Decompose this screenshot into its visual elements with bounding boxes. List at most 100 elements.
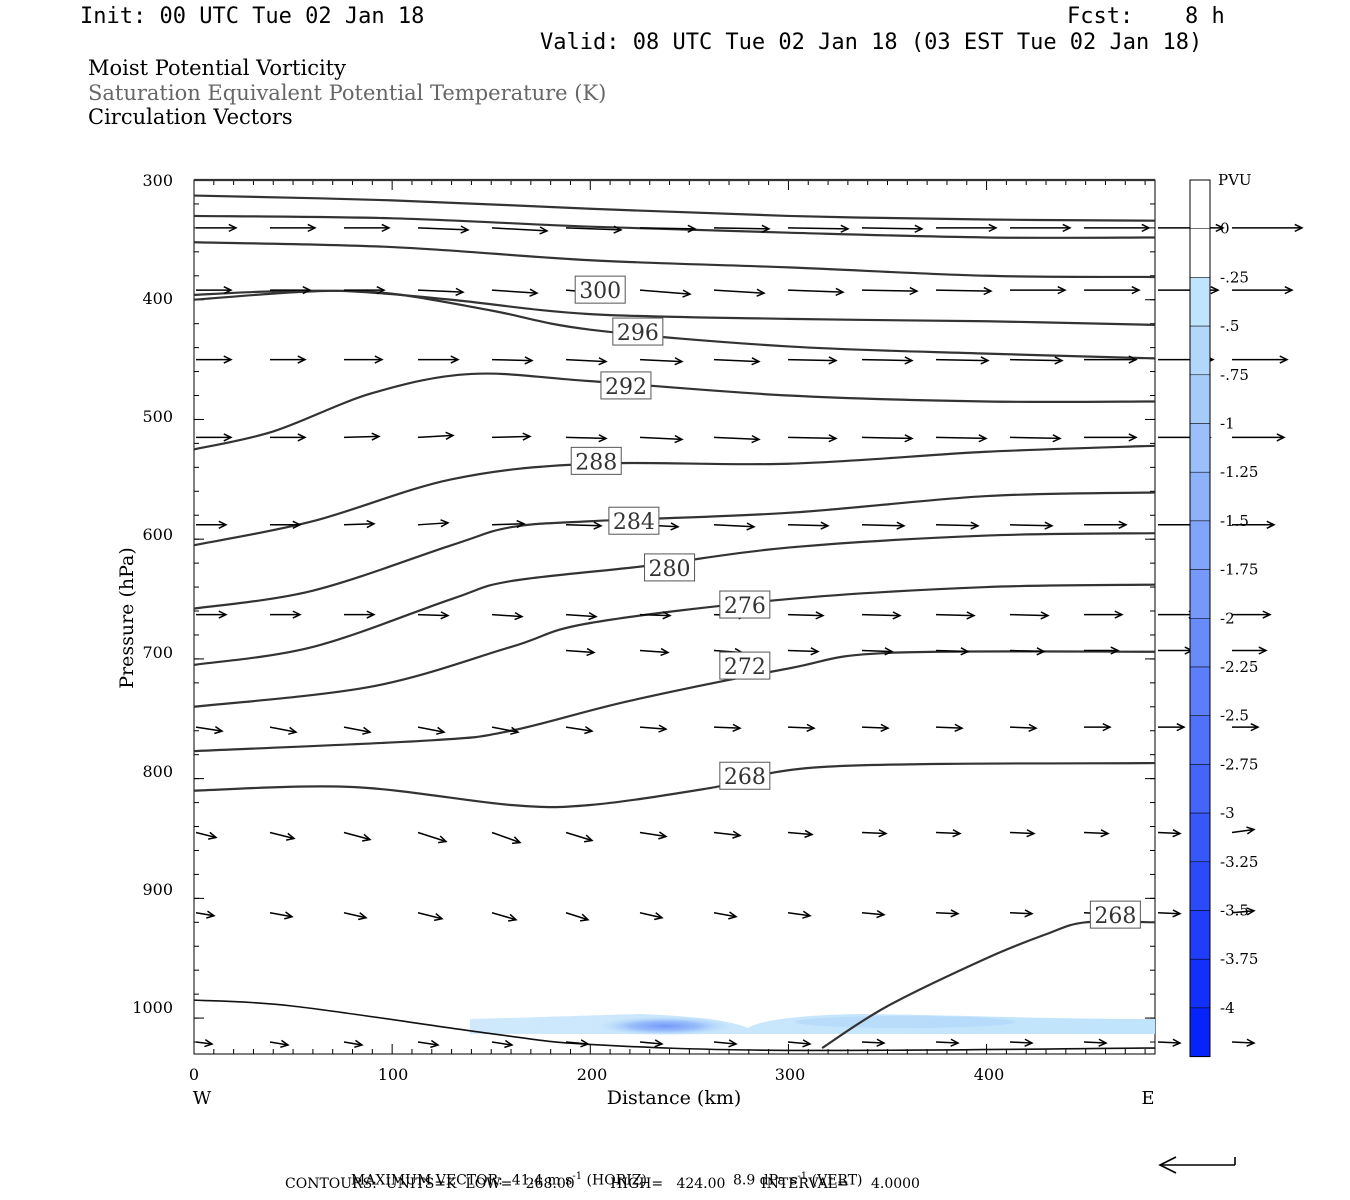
vector-head (284, 911, 294, 920)
vector-head (960, 647, 970, 656)
vector-head (223, 285, 233, 295)
contour-label-box (612, 317, 664, 346)
vector-shaft (713, 726, 741, 729)
vector-head (580, 1039, 590, 1048)
vector-shaft (639, 911, 663, 919)
circulation-vector (861, 356, 914, 365)
circulation-vector (1009, 611, 1050, 620)
circulation-vector (639, 611, 672, 620)
contour-label: 276 (719, 590, 771, 619)
vector-shaft (713, 436, 760, 441)
vector-shaft (861, 436, 913, 440)
circulation-vector (1084, 285, 1141, 295)
vector-head (430, 1039, 440, 1049)
vector-shaft (1231, 828, 1255, 834)
vector-head (586, 647, 596, 657)
vector-head (756, 288, 766, 297)
vector-head (670, 522, 680, 531)
circulation-vector (343, 519, 376, 529)
circulation-vector (1083, 829, 1110, 838)
vector-shaft (491, 1041, 513, 1046)
vector-head (1128, 433, 1138, 442)
circulation-vector (1009, 829, 1036, 838)
vector-shaft (935, 613, 975, 617)
circulation-vector (565, 612, 598, 621)
circulation-vector (344, 610, 376, 619)
max-vector-label: MAXIMUM VECTOR: (350, 1172, 503, 1189)
vector-head (1172, 909, 1182, 918)
circulation-vector (1231, 1038, 1256, 1047)
circulation-vector (1231, 826, 1256, 835)
circulation-vector (861, 909, 886, 919)
colorbar-label: -3 (1220, 804, 1235, 822)
circulation-vector (1009, 356, 1064, 365)
vector-shaft (1009, 1041, 1033, 1044)
circulation-vector (861, 521, 906, 530)
circulation-vector (195, 831, 218, 840)
vector-shaft (565, 831, 593, 842)
max-vector-vert: 8.9 dPa s (732, 1172, 798, 1189)
vector-shaft (417, 289, 464, 293)
vector-head (1210, 285, 1220, 295)
vector-head (1028, 723, 1038, 733)
vector-head (204, 1039, 214, 1048)
colorbar-swatch (1189, 179, 1211, 229)
colorbar-label: -2.75 (1220, 755, 1258, 773)
vector-shaft (1231, 1041, 1255, 1044)
colorbar-frame (1189, 179, 1211, 1058)
contour-label-box (719, 761, 771, 790)
contour-label-text: 288 (575, 450, 617, 475)
vector-head (1044, 521, 1054, 530)
vector-shaft (787, 613, 824, 617)
vector-head (292, 520, 302, 529)
vector-head (208, 831, 218, 840)
y-tick-400: 400 (142, 289, 173, 308)
vector-head (579, 913, 590, 922)
circulation-vector (935, 434, 988, 443)
vector-head (362, 833, 372, 842)
vector-head (802, 910, 812, 919)
contour-labels: 300 296 292 288 284 280 276 272 268 268 (570, 275, 1141, 929)
vector-shaft (787, 1041, 811, 1045)
vector-shaft (343, 1041, 363, 1046)
vector-shaft (417, 911, 443, 920)
vector-shaft (861, 524, 905, 527)
circulation-vector (713, 522, 756, 531)
pv-shading (470, 1014, 1155, 1036)
contour-label-box (600, 371, 652, 400)
vector-shaft (861, 1041, 885, 1044)
circulation-vector (565, 1039, 590, 1048)
circulation-vector (713, 434, 761, 444)
circulation-vector (861, 611, 902, 620)
circulation-vector (196, 433, 233, 442)
colorbar-swatch (1189, 471, 1211, 522)
vector-head (876, 909, 886, 919)
contour-label-box (574, 275, 626, 304)
vector-head (366, 610, 376, 619)
forecast-label: Fcst: (1067, 4, 1134, 29)
vector-shaft (565, 649, 595, 654)
vector-head (662, 611, 672, 620)
axis-ticks (193, 179, 1155, 1054)
vector-head (450, 355, 460, 364)
circulation-vector (861, 647, 894, 656)
vector-shaft (935, 1041, 959, 1044)
vector-shaft (787, 726, 815, 729)
circulation-vector (1232, 722, 1260, 732)
vector-head (358, 912, 368, 921)
vector-shaft (343, 726, 371, 733)
circulation-vector (417, 1039, 440, 1049)
vector-shaft (787, 436, 837, 440)
vector-head (280, 1039, 290, 1048)
circulation-vector (1232, 646, 1268, 655)
colorbar-swatch (1189, 764, 1211, 814)
exp-horiz: -1 (572, 1171, 583, 1182)
circulation-vector (344, 355, 384, 364)
vector-shaft (713, 358, 760, 363)
vector-head (988, 223, 998, 233)
vector-head (206, 910, 216, 919)
circulation-vector (343, 1039, 364, 1048)
vector-head (362, 726, 372, 735)
theta-contour-line (193, 650, 1156, 753)
vector-head (950, 909, 960, 918)
